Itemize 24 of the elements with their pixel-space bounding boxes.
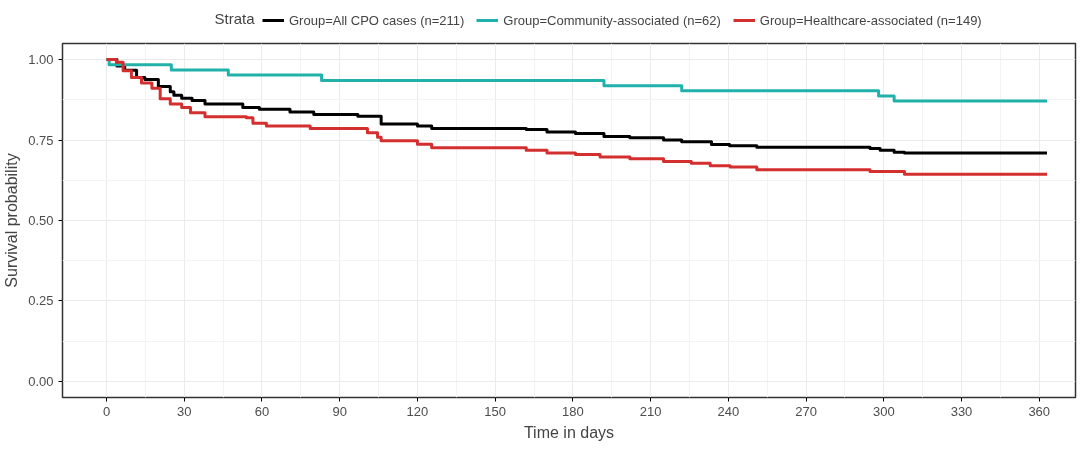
legend-label: Group=Community-associated (n=62)	[503, 12, 721, 28]
x-tick-label: 360	[1028, 403, 1051, 419]
x-tick-label: 90	[332, 403, 347, 419]
y-tick-label: 0.25	[28, 293, 54, 309]
x-tick-label: 210	[639, 403, 662, 419]
y-tick-label: 1.00	[28, 52, 54, 68]
x-tick-label: 300	[872, 403, 895, 419]
legend-title: Strata	[214, 10, 256, 27]
x-tick-label: 240	[717, 403, 740, 419]
x-tick-label: 330	[950, 403, 973, 419]
x-tick-label: 150	[484, 403, 507, 419]
y-tick-label: 0.00	[28, 373, 54, 389]
legend-label: Group=Healthcare-associated (n=149)	[759, 12, 982, 28]
y-axis-title: Survival probability	[3, 153, 21, 288]
x-tick-label: 180	[562, 403, 584, 419]
legend-label: Group=All CPO cases (n=211)	[289, 12, 465, 28]
y-tick-label: 0.50	[28, 213, 54, 228]
x-tick-label: 0	[102, 403, 111, 419]
x-tick-label: 120	[406, 403, 429, 419]
x-axis-title: Time in days	[523, 423, 615, 441]
x-tick-label: 270	[795, 403, 817, 419]
x-tick-label: 60	[254, 403, 270, 419]
x-tick-label: 30	[177, 403, 192, 419]
y-tick-label: 0.75	[28, 132, 54, 148]
